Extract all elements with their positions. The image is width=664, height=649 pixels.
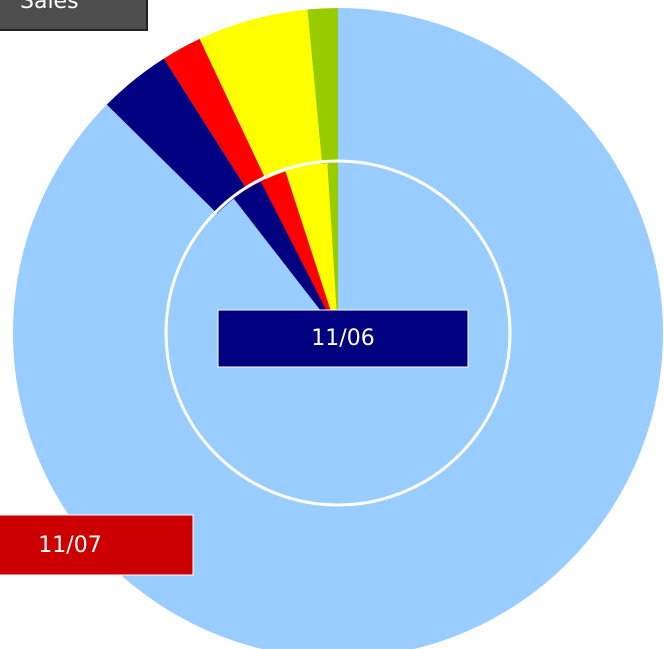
ring-separator	[164, 159, 512, 507]
series-label: 11/06	[311, 326, 374, 351]
wedge	[260, 171, 338, 333]
chart-title: Sales	[20, 0, 79, 14]
wedges	[13, 8, 663, 649]
wedge	[327, 163, 338, 333]
series-label-box	[217, 309, 469, 368]
title-box	[0, 0, 148, 31]
wedge	[285, 163, 338, 333]
wedge	[233, 181, 338, 333]
series-label-box	[0, 514, 194, 576]
series-label: 11/07	[38, 533, 101, 558]
